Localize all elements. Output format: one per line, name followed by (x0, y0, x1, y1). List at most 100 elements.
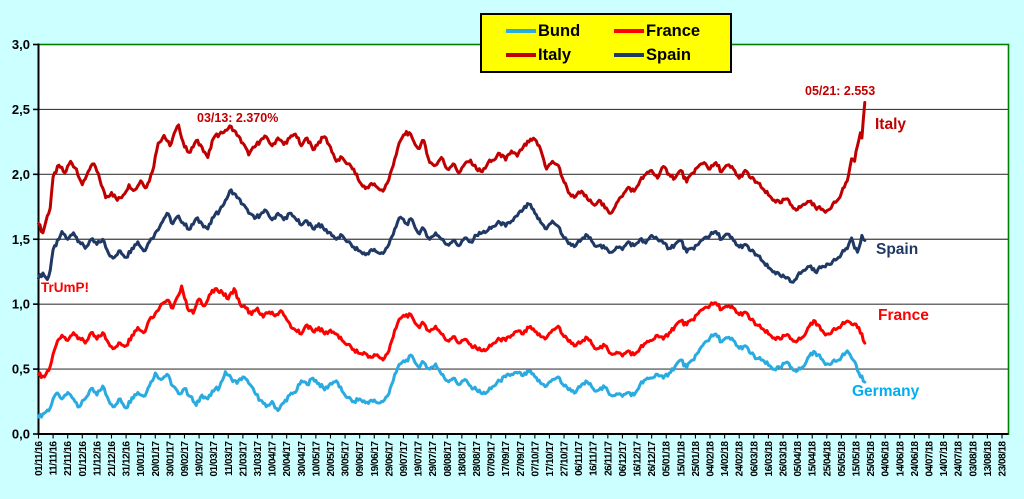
x-tick-label: 05/04/18 (793, 441, 804, 477)
legend-label-italy: Italy (538, 45, 572, 64)
x-tick-label: 10/01/17 (136, 441, 147, 477)
series-label-spain: Spain (876, 241, 919, 258)
x-tick-label: 01/12/16 (78, 441, 89, 477)
x-tick-label: 21/12/16 (107, 441, 118, 477)
x-tick-label: 09/02/17 (180, 441, 191, 477)
x-tick-label: 31/12/16 (122, 441, 133, 477)
y-tick-label: 2,5 (12, 102, 30, 117)
x-tick-label: 26/03/18 (779, 441, 790, 477)
legend-label-spain: Spain (646, 45, 691, 64)
x-tick-label: 01/03/17 (209, 441, 220, 477)
y-tick-label: 0,0 (12, 427, 30, 442)
series-label-france: France (878, 307, 929, 324)
x-tick-label: 25/04/18 (822, 441, 833, 477)
annotation-italy-2017-peak: 03/13: 2.370% (197, 111, 279, 125)
x-tick-label: 28/08/17 (472, 441, 483, 477)
x-tick-label: 10/05/17 (311, 441, 322, 477)
annotation-italy-2018-peak: 05/21: 2.553 (805, 84, 876, 98)
x-tick-label: 04/06/18 (881, 441, 892, 477)
x-tick-label: 09/07/17 (399, 441, 410, 477)
x-tick-label: 05/05/18 (837, 441, 848, 477)
x-tick-label: 16/11/17 (589, 441, 600, 476)
x-tick-label: 31/03/17 (253, 441, 264, 477)
x-tick-label: 16/12/17 (633, 441, 644, 477)
legend-item-italy: Italy (506, 46, 614, 65)
x-tick-label: 24/02/18 (735, 441, 746, 477)
x-tick-label: 04/07/18 (925, 441, 936, 477)
x-tick-label: 21/03/17 (238, 441, 249, 477)
x-tick-label: 30/01/17 (165, 441, 176, 477)
x-tick-label: 08/08/17 (443, 441, 454, 477)
series-label-germany: Germany (852, 383, 920, 400)
legend-label-france: France (646, 21, 701, 40)
series-line-italy (37, 101, 867, 235)
italy-line-swatch (506, 53, 536, 57)
x-tick-label: 25/01/18 (691, 441, 702, 477)
x-tick-label: 11/12/16 (92, 441, 103, 476)
x-tick-label: 13/08/18 (983, 441, 994, 477)
x-tick-label: 18/08/17 (457, 441, 468, 477)
x-tick-label: 23/08/18 (998, 441, 1009, 477)
x-tick-label: 19/07/17 (414, 441, 425, 477)
annotation-trump: TrUmP! (41, 280, 90, 295)
x-tick-label: 05/01/18 (662, 441, 673, 477)
x-tick-label: 07/10/17 (530, 441, 541, 477)
x-tick-label: 27/09/17 (516, 441, 527, 477)
x-tick-label: 25/05/18 (866, 441, 877, 477)
legend-item-bund: Bund (506, 22, 614, 41)
x-tick-label: 14/07/18 (939, 441, 950, 477)
x-tick-label: 14/06/18 (895, 441, 906, 477)
france-line-swatch (614, 29, 644, 33)
x-tick-label: 30/04/17 (297, 441, 308, 477)
x-tick-label: 15/05/18 (852, 441, 863, 477)
x-tick-label: 03/08/18 (968, 441, 979, 477)
y-tick-label: 1,5 (12, 232, 30, 247)
series-line-spain (37, 188, 867, 284)
x-tick-label: 01/11/16 (34, 441, 45, 476)
series-label-italy: Italy (875, 116, 907, 133)
x-tick-label: 15/01/18 (676, 441, 687, 477)
x-tick-label: 11/11/16 (49, 441, 60, 476)
y-tick-label: 0,5 (12, 362, 30, 377)
y-tick-label: 1,0 (12, 297, 30, 312)
x-tick-label: 15/04/18 (808, 441, 819, 477)
x-tick-label: 17/10/17 (545, 441, 556, 477)
x-tick-label: 20/05/17 (326, 441, 337, 477)
y-tick-label: 2,0 (12, 167, 30, 182)
spain-line-swatch (614, 53, 644, 57)
x-tick-label: 04/02/18 (706, 441, 717, 477)
x-tick-label: 29/07/17 (428, 441, 439, 477)
x-tick-label: 09/06/17 (355, 441, 366, 477)
x-tick-label: 26/11/17 (603, 441, 614, 476)
x-tick-label: 14/02/18 (720, 441, 731, 477)
y-tick-label: 3,0 (12, 37, 30, 52)
x-tick-label: 17/09/17 (501, 441, 512, 477)
legend-label-bund: Bund (538, 21, 581, 40)
x-tick-label: 06/03/18 (749, 441, 760, 477)
x-tick-label: 10/04/17 (268, 441, 279, 477)
x-tick-label: 24/07/18 (954, 441, 965, 477)
x-tick-label: 11/03/17 (224, 441, 235, 476)
legend-item-france: France (614, 22, 722, 41)
legend: Bund France Italy Spain (480, 13, 732, 73)
x-tick-label: 21/11/16 (63, 441, 74, 476)
x-tick-label: 07/09/17 (487, 441, 498, 477)
x-tick-label: 30/05/17 (341, 441, 352, 477)
x-tick-label: 16/03/18 (764, 441, 775, 477)
x-tick-label: 19/02/17 (195, 441, 206, 477)
x-tick-label: 24/06/18 (910, 441, 921, 477)
bund-line-swatch (506, 29, 536, 33)
x-tick-label: 26/12/17 (647, 441, 658, 477)
x-tick-label: 19/06/17 (370, 441, 381, 477)
x-tick-label: 27/10/17 (560, 441, 571, 477)
series-line-bund (37, 332, 867, 419)
x-tick-label: 20/04/17 (282, 441, 293, 477)
x-tick-label: 20/01/17 (151, 441, 162, 477)
x-tick-label: 06/12/17 (618, 441, 629, 477)
x-tick-label: 29/06/17 (384, 441, 395, 477)
x-tick-label: 06/11/17 (574, 441, 585, 476)
series-line-france (37, 284, 867, 379)
legend-item-spain: Spain (614, 46, 722, 65)
